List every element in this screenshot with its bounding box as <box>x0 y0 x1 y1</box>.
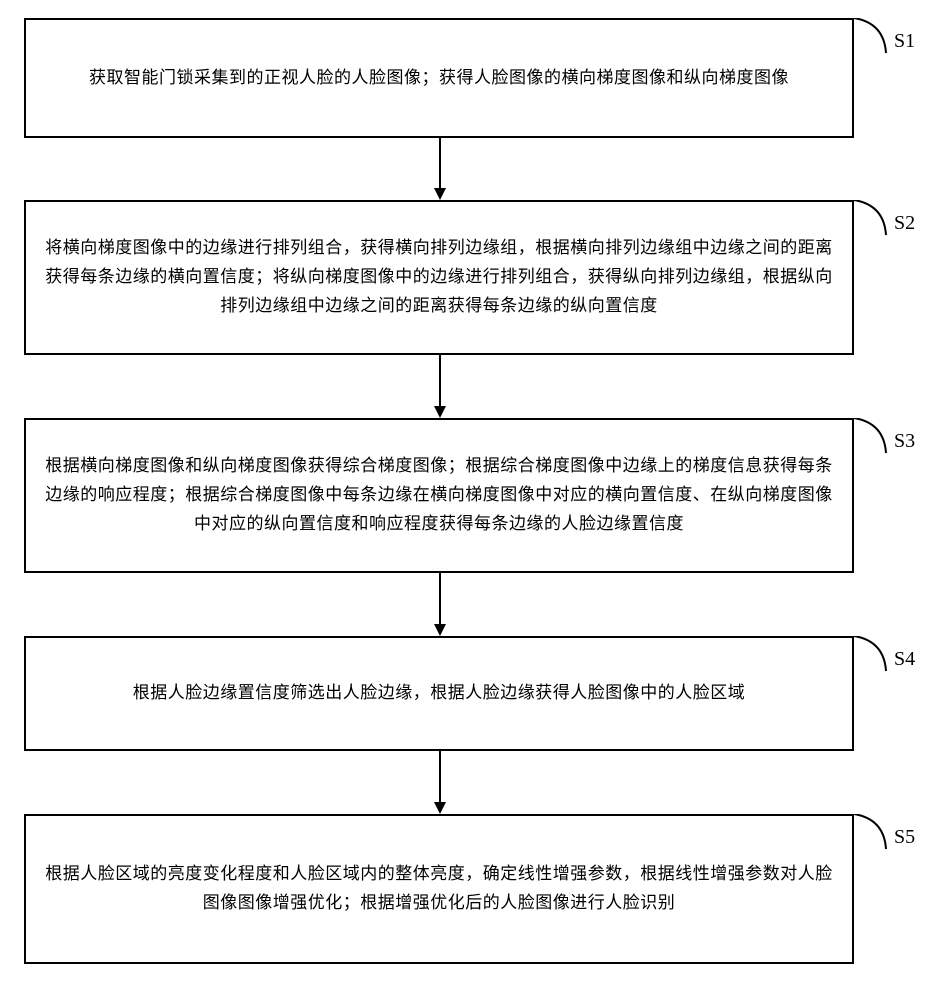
connector-s1 <box>854 18 894 68</box>
connector-s2 <box>854 200 894 250</box>
arrow-s1-s2 <box>430 138 450 200</box>
step-text-s3: 根据横向梯度图像和纵向梯度图像获得综合梯度图像；根据综合梯度图像中边缘上的梯度信… <box>44 452 834 539</box>
step-text-s1: 获取智能门锁采集到的正视人脸的人脸图像；获得人脸图像的横向梯度图像和纵向梯度图像 <box>89 64 789 93</box>
step-label-s3: S3 <box>894 430 915 453</box>
step-box-s4: 根据人脸边缘置信度筛选出人脸边缘，根据人脸边缘获得人脸图像中的人脸区域 <box>24 636 854 751</box>
flowchart-container: 获取智能门锁采集到的正视人脸的人脸图像；获得人脸图像的横向梯度图像和纵向梯度图像… <box>0 0 933 1000</box>
step-label-s5: S5 <box>894 826 915 849</box>
step-label-s2: S2 <box>894 212 915 235</box>
step-text-s4: 根据人脸边缘置信度筛选出人脸边缘，根据人脸边缘获得人脸图像中的人脸区域 <box>133 679 746 708</box>
connector-s5 <box>854 814 894 864</box>
step-box-s5: 根据人脸区域的亮度变化程度和人脸区域内的整体亮度，确定线性增强参数，根据线性增强… <box>24 814 854 964</box>
step-box-s1: 获取智能门锁采集到的正视人脸的人脸图像；获得人脸图像的横向梯度图像和纵向梯度图像 <box>24 18 854 138</box>
arrow-s3-s4 <box>430 573 450 636</box>
step-text-s2: 将横向梯度图像中的边缘进行排列组合，获得横向排列边缘组，根据横向排列边缘组中边缘… <box>44 234 834 321</box>
step-label-s1: S1 <box>894 30 915 53</box>
step-box-s2: 将横向梯度图像中的边缘进行排列组合，获得横向排列边缘组，根据横向排列边缘组中边缘… <box>24 200 854 355</box>
connector-s4 <box>854 636 894 686</box>
arrow-s2-s3 <box>430 355 450 418</box>
step-label-s4: S4 <box>894 648 915 671</box>
arrow-s4-s5 <box>430 751 450 814</box>
connector-s3 <box>854 418 894 468</box>
step-box-s3: 根据横向梯度图像和纵向梯度图像获得综合梯度图像；根据综合梯度图像中边缘上的梯度信… <box>24 418 854 573</box>
step-text-s5: 根据人脸区域的亮度变化程度和人脸区域内的整体亮度，确定线性增强参数，根据线性增强… <box>44 860 834 918</box>
